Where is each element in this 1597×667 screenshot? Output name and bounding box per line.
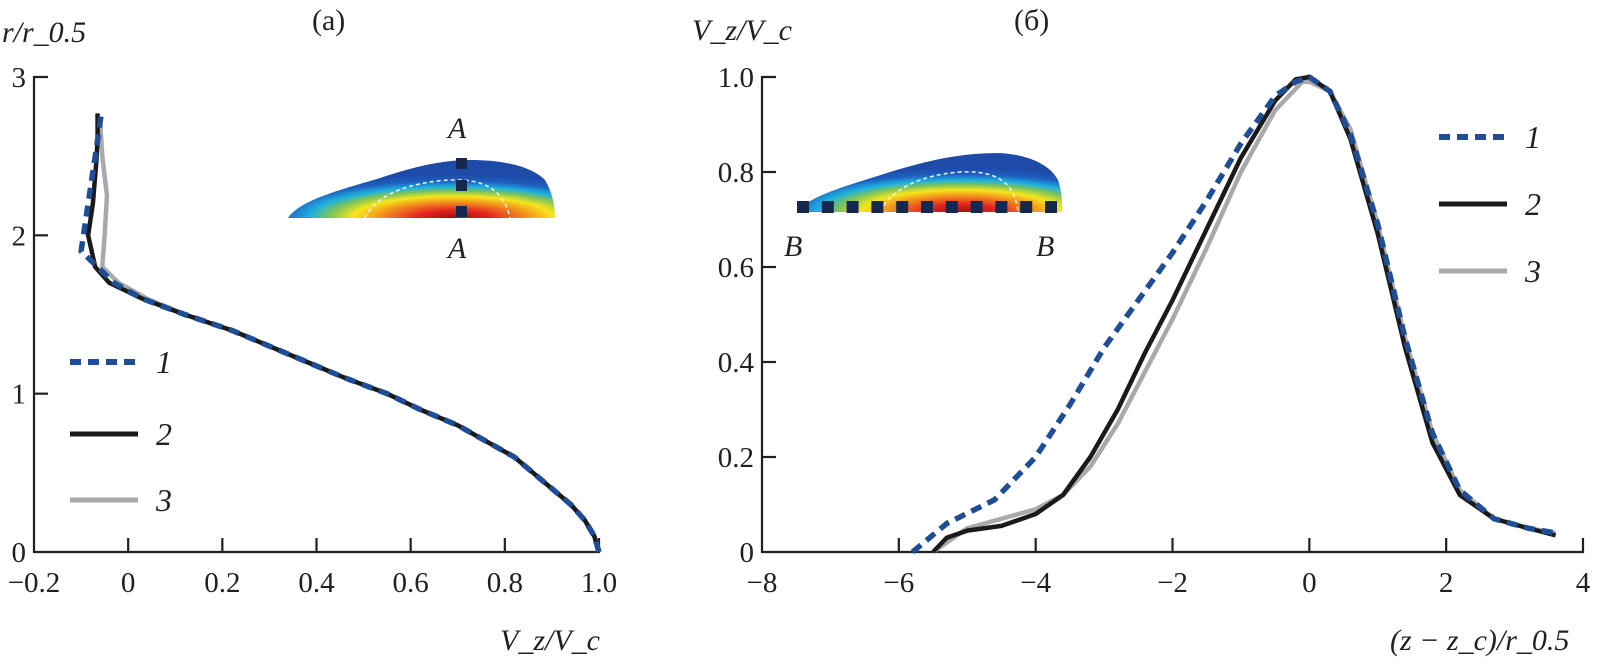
y-tick-label: 0.2 bbox=[718, 442, 754, 474]
ylabel-b: V_z/V_c bbox=[692, 14, 792, 47]
inset-a-heatmap bbox=[288, 160, 555, 218]
x-tick-label: 0.4 bbox=[298, 567, 335, 599]
legend-label-1: 1 bbox=[156, 344, 172, 380]
inset-b-marker bbox=[921, 201, 933, 213]
inset-b-label-left: B bbox=[784, 230, 802, 263]
inset-b-marker bbox=[970, 201, 983, 213]
y-tick-label: 1.0 bbox=[718, 62, 754, 94]
x-tick-label: 0.6 bbox=[393, 567, 429, 599]
curves-b bbox=[910, 74, 1557, 555]
y-tick-label: 0 bbox=[12, 537, 27, 569]
legend-a: 1 2 3 bbox=[70, 344, 172, 518]
x-tick-label: −6 bbox=[883, 567, 914, 599]
y-tick-label: 1 bbox=[12, 379, 27, 411]
inset-b-marker bbox=[896, 201, 909, 213]
ylabel-a: r/r_0.5 bbox=[2, 16, 86, 49]
legend-label-3: 3 bbox=[1524, 253, 1541, 289]
panel-a-title: (a) bbox=[312, 4, 345, 37]
panel-b: −8 −6 −4 −2 0 2 4 0 0.2 0.4 0.6 0.8 1.0 B B 1 2 3 (б) bbox=[718, 4, 1591, 599]
inset-b-heatmap bbox=[797, 153, 1062, 212]
xlabel-a: V_z/V_c bbox=[500, 624, 600, 657]
panel-b-title: (б) bbox=[1014, 4, 1049, 37]
x-tick-label: 2 bbox=[1439, 567, 1454, 599]
legend-label-1: 1 bbox=[1525, 119, 1541, 155]
inset-b: B B bbox=[784, 153, 1062, 263]
y-tick-label: 0.4 bbox=[718, 347, 755, 379]
inset-a-contour bbox=[364, 179, 511, 219]
inset-b-marker bbox=[846, 201, 859, 213]
x-tick-label: −0.2 bbox=[8, 567, 61, 599]
y-tick-label: 0.8 bbox=[718, 157, 754, 189]
xlabel-b: (z − z_c)/r_0.5 bbox=[1390, 624, 1569, 657]
x-tick-label: 4 bbox=[1576, 567, 1591, 599]
inset-b-marker bbox=[1045, 201, 1057, 213]
inset-a-label-top: A bbox=[446, 112, 467, 145]
x-tick-label: −2 bbox=[1157, 567, 1188, 599]
x-tick-label: 0.8 bbox=[487, 567, 523, 599]
series-1-line bbox=[78, 116, 602, 553]
axis-lines-a bbox=[32, 75, 601, 554]
y-tick-label: 0 bbox=[740, 537, 755, 569]
axis-lines-b bbox=[760, 75, 1585, 554]
inset-a-marker bbox=[456, 206, 467, 217]
inset-a-label-bottom: A bbox=[446, 232, 467, 265]
y-tick-label: 3 bbox=[12, 62, 27, 94]
series-1-line bbox=[910, 74, 1557, 555]
x-tick-label: −8 bbox=[747, 567, 778, 599]
inset-b-marker bbox=[945, 201, 958, 213]
inset-b-dotted-line bbox=[797, 201, 1057, 213]
y-tick-label: 0.6 bbox=[718, 252, 754, 284]
inset-b-marker bbox=[871, 201, 884, 213]
inset-a-marker bbox=[456, 158, 467, 169]
inset-b-marker bbox=[995, 201, 1008, 213]
inset-a-marker bbox=[456, 180, 467, 191]
inset-b-label-right: B bbox=[1036, 230, 1054, 263]
curves-a bbox=[78, 113, 602, 553]
inset-b-contour bbox=[879, 171, 1019, 213]
legend-label-2: 2 bbox=[1525, 186, 1541, 222]
legend-label-2: 2 bbox=[156, 416, 172, 452]
x-tick-label: 0 bbox=[1302, 567, 1317, 599]
inset-b-marker bbox=[821, 201, 834, 213]
inset-b-marker bbox=[1020, 201, 1033, 213]
inset-a: A A bbox=[288, 112, 555, 265]
inset-b-marker bbox=[797, 201, 809, 213]
legend-b: 1 2 3 bbox=[1439, 119, 1541, 289]
y-tick-label: 2 bbox=[12, 220, 27, 252]
axes-b: −8 −6 −4 −2 0 2 4 0 0.2 0.4 0.6 0.8 1.0 bbox=[718, 62, 1591, 599]
x-tick-label: −4 bbox=[1020, 567, 1051, 599]
x-tick-label: 0.2 bbox=[204, 567, 240, 599]
x-tick-label: 0 bbox=[121, 567, 136, 599]
x-tick-label: 1.0 bbox=[581, 567, 617, 599]
series-2-line bbox=[931, 74, 1557, 554]
legend-label-3: 3 bbox=[155, 482, 172, 518]
